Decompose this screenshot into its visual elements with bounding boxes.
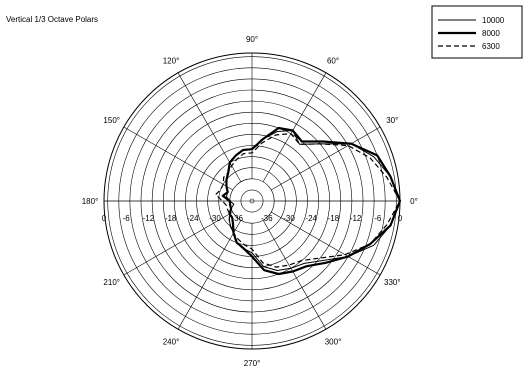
grid-spoke	[123, 211, 233, 276]
series-line	[215, 133, 401, 268]
chart-title: Vertical 1/3 Octave Polars	[6, 15, 98, 24]
series-layer	[215, 126, 402, 276]
r-tick-label: -36	[261, 214, 273, 223]
r-tick-label: -18	[328, 214, 340, 223]
legend-label: 6300	[482, 42, 500, 51]
grid-spoke	[271, 126, 381, 191]
angle-tick-label: 270°	[244, 359, 261, 368]
angle-tick-label: 180°	[82, 197, 99, 206]
r-tick-label: -12	[350, 214, 362, 223]
ring-labels: 0 0 -6 -6 -12 -12 -18 -18 -24 -24 -30 -30 -36 -36	[102, 214, 403, 223]
legend-label: 8000	[482, 29, 500, 38]
grid-spoke	[262, 220, 327, 330]
r-tick-label: -24	[305, 214, 317, 223]
r-tick-label: -6	[374, 214, 382, 223]
r-tick-label: -30	[283, 214, 295, 223]
legend: 10000 8000 6300	[431, 5, 523, 59]
grid-spoke	[262, 72, 327, 182]
series-line	[221, 126, 402, 276]
r-tick-label: -12	[143, 214, 155, 223]
angle-tick-label: 330°	[384, 278, 401, 287]
angle-tick-label: 210°	[103, 278, 120, 287]
polar-grid	[103, 52, 401, 350]
grid-spoke	[271, 211, 381, 276]
grid-spoke	[123, 126, 233, 191]
grid-spoke	[177, 220, 242, 330]
r-tick-label: 0	[102, 214, 107, 223]
angle-tick-label: 30°	[386, 116, 398, 125]
angle-labels: 0° 30° 60° 90° 120° 150° 180° 210° 240° 270° 300° 3…	[82, 35, 418, 368]
angle-tick-label: 90°	[246, 35, 258, 44]
angle-tick-label: 60°	[327, 57, 339, 66]
r-tick-label: 0	[398, 214, 403, 223]
angle-tick-label: 120°	[163, 57, 180, 66]
r-tick-label: -36	[231, 214, 243, 223]
angle-tick-label: 240°	[163, 337, 180, 346]
angle-tick-label: 150°	[103, 116, 120, 125]
r-tick-label: -6	[123, 214, 131, 223]
angle-tick-label: 0°	[410, 197, 418, 206]
angle-tick-label: 300°	[325, 337, 342, 346]
r-tick-label: -24	[187, 214, 199, 223]
legend-label: 10000	[482, 16, 505, 25]
r-tick-label: -30	[209, 214, 221, 223]
r-tick-label: -18	[165, 214, 177, 223]
